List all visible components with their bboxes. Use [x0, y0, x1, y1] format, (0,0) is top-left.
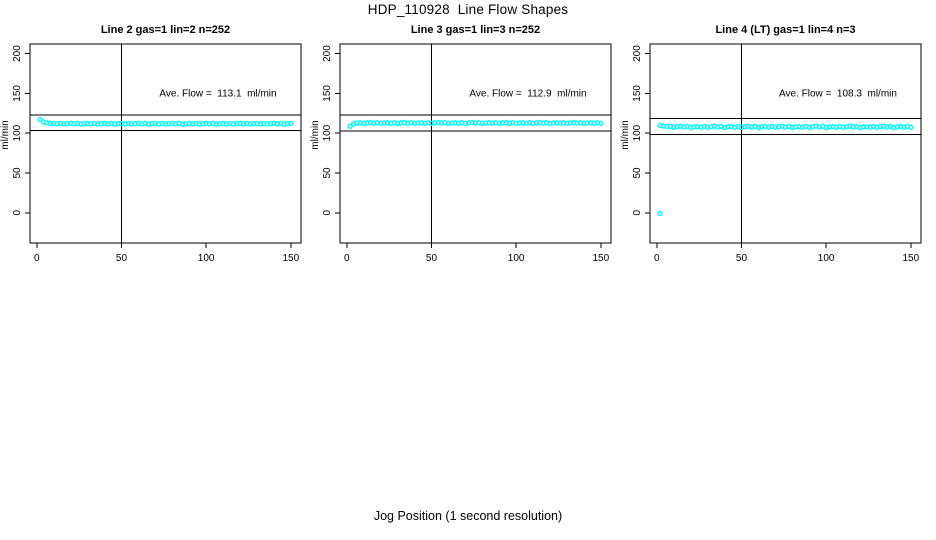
- panel-line-3: Line 3 gas=1 lin=3 n=252 0 50 100 150 200 ml/m…: [310, 20, 622, 276]
- y-tick-label: 0: [322, 210, 333, 216]
- y-axis: 0 50 100 150 200: [12, 45, 30, 216]
- y-axis: 0 50 100 150 200: [322, 45, 340, 216]
- x-tick-label: 150: [592, 253, 609, 264]
- y-tick-label: 150: [12, 85, 23, 102]
- x-axis: 0 50 100 150: [344, 243, 610, 264]
- panel-title: Line 2 gas=1 lin=2 n=252: [101, 24, 230, 36]
- y-tick-label: 0: [12, 210, 23, 216]
- y-tick-label: 200: [322, 45, 333, 62]
- data-points: [37, 116, 294, 127]
- x-tick-label: 50: [426, 253, 438, 264]
- panel-title: Line 4 (LT) gas=1 lin=4 n=3: [715, 24, 855, 36]
- line-3-flow-plot: Line 3 gas=1 lin=3 n=252 0 50 100 150 200 ml/m…: [310, 24, 612, 264]
- x-tick-label: 0: [654, 253, 660, 264]
- line-2-flow-plot: Line 2 gas=1 lin=2 n=252 0 50 100 150 200 ml/m…: [0, 24, 302, 264]
- x-tick-label: 150: [902, 253, 919, 264]
- y-axis: 0 50 100 150 200: [632, 45, 650, 216]
- x-tick-label: 50: [116, 253, 128, 264]
- chart-title: HDP_110928 Line Flow Shapes: [367, 2, 569, 17]
- y-tick-label: 50: [632, 167, 643, 179]
- y-tick-label: 100: [322, 124, 333, 141]
- y-tick-label: 50: [12, 167, 23, 179]
- x-tick-label: 50: [736, 253, 748, 264]
- data-points: [347, 119, 604, 130]
- y-axis-title: ml/min: [620, 120, 631, 149]
- y-tick-label: 150: [322, 85, 333, 102]
- data-point: [598, 120, 604, 126]
- panel-title: Line 3 gas=1 lin=3 n=252: [411, 24, 540, 36]
- x-tick-label: 150: [282, 253, 299, 264]
- data-point: [347, 123, 353, 130]
- plot-box: [649, 43, 922, 244]
- data-point: [657, 210, 663, 217]
- ave-flow-annotation: Ave. Flow = 112.9 ml/min: [469, 88, 586, 99]
- y-tick-label: 200: [12, 45, 23, 62]
- data-point: [288, 120, 294, 127]
- x-tick-label: 100: [818, 253, 835, 264]
- y-axis-title: ml/min: [0, 120, 11, 149]
- data-point: [908, 124, 914, 131]
- y-tick-label: 50: [322, 167, 333, 179]
- line-4-flow-plot: Line 4 (LT) gas=1 lin=4 n=3 0 50 100 150 200 m…: [620, 24, 922, 264]
- ave-flow-annotation: Ave. Flow = 113.1 ml/min: [159, 88, 276, 99]
- x-tick-label: 100: [508, 253, 525, 264]
- plot-panels: Line 2 gas=1 lin=2 n=252 0 50 100 150 200 ml/m…: [0, 20, 936, 290]
- x-axis-label: Jog Position (1 second resolution): [373, 509, 563, 523]
- y-tick-label: 200: [632, 45, 643, 62]
- y-axis-title: ml/min: [310, 120, 321, 149]
- x-tick-label: 100: [198, 253, 215, 264]
- y-tick-label: 150: [632, 85, 643, 102]
- plot-box: [339, 43, 612, 244]
- x-axis: 0 50 100 150: [34, 243, 300, 264]
- x-axis: 0 50 100 150: [654, 243, 920, 264]
- panel-line-2: Line 2 gas=1 lin=2 n=252 0 50 100 150 200 ml/m…: [0, 20, 312, 276]
- x-tick-label: 0: [34, 253, 40, 264]
- panel-line-4: Line 4 (LT) gas=1 lin=4 n=3 0 50 100 150 200 m…: [620, 20, 932, 276]
- y-tick-label: 100: [12, 124, 23, 141]
- plot-box: [29, 43, 302, 244]
- x-tick-label: 0: [344, 253, 350, 264]
- y-tick-label: 0: [632, 210, 643, 216]
- ave-flow-annotation: Ave. Flow = 108.3 ml/min: [779, 88, 897, 99]
- y-tick-label: 100: [632, 124, 643, 141]
- data-points: [657, 122, 914, 217]
